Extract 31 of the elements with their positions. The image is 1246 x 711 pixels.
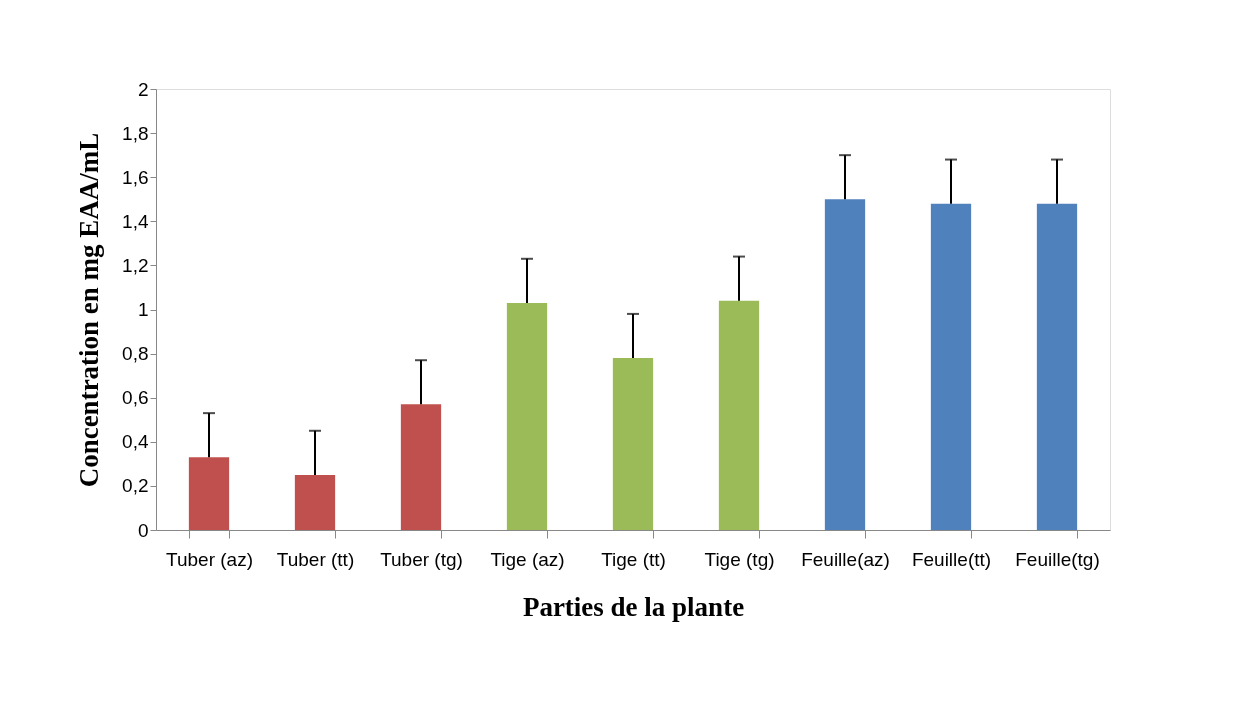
y-tick-label: 1,2 (122, 254, 149, 276)
bar (824, 199, 866, 530)
y-axis-title: Concentration en mg EAA/mL (74, 132, 105, 488)
y-tick-label: 2 (137, 78, 149, 100)
x-tick-label: Tuber (tt) (276, 548, 355, 570)
y-tick-label: 0,4 (122, 431, 149, 453)
x-tick-label: Feuille(tg) (1015, 548, 1100, 570)
bar (188, 457, 230, 530)
bar (1036, 203, 1078, 530)
y-tick-label: 1,8 (122, 122, 149, 144)
y-tick-label: 1,4 (122, 210, 149, 232)
y-tick-label: 0,8 (122, 343, 149, 365)
x-tick-label: Feuille(tt) (911, 548, 992, 570)
y-tick-label: 1,6 (122, 166, 149, 188)
y-tick-label: 0,6 (122, 387, 149, 409)
y-tick-label: 0 (137, 519, 149, 541)
bar (718, 300, 760, 530)
x-axis-title: Parties de la plante (522, 591, 745, 622)
x-tick-label: Tuber (tg) (380, 548, 463, 570)
y-tick-label: 1 (137, 299, 149, 320)
x-tick-label: Feuille(az) (801, 548, 890, 570)
bar (930, 203, 972, 530)
bar (506, 302, 548, 530)
y-tick-label: 0,2 (122, 475, 149, 497)
x-tick-label: Tige (tt) (601, 548, 666, 570)
x-tick-label: Tige (az) (490, 548, 565, 570)
bar (612, 358, 654, 530)
x-tick-label: Tige (tg) (704, 548, 775, 570)
x-tick-label: Tuber (az) (166, 548, 253, 570)
bar (294, 474, 336, 530)
bar (400, 404, 442, 530)
